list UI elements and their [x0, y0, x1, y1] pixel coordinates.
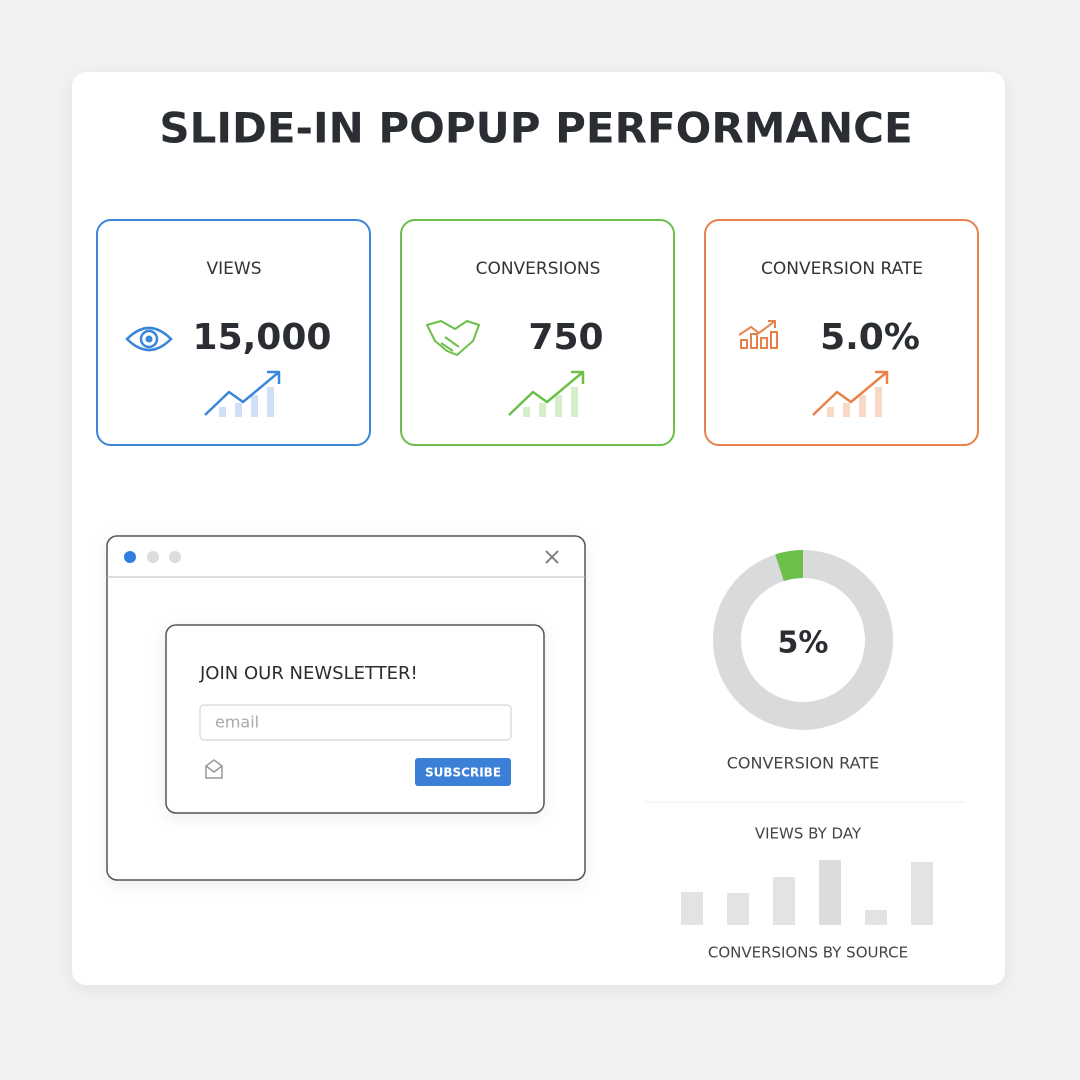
bar	[865, 910, 887, 925]
trend-bar	[875, 387, 882, 417]
trend-bar	[219, 407, 226, 417]
decorative-bars	[681, 860, 933, 925]
donut-arc	[713, 550, 893, 730]
bars-footer: CONVERSIONS BY SOURCE	[708, 944, 908, 962]
stat-label: CONVERSIONS	[476, 259, 601, 279]
bar-icon	[750, 333, 758, 349]
eye-icon	[125, 326, 173, 352]
dot	[147, 551, 159, 563]
bar	[727, 893, 749, 925]
bars-title: VIEWS BY DAY	[755, 825, 862, 843]
trend-bar	[859, 395, 866, 417]
trend-line	[508, 370, 585, 416]
stat-cards: VIEWS 15,000 CONVERSIONS 750 CONVERSION RATE…	[96, 219, 979, 446]
trend-bar	[267, 387, 274, 417]
title: SLIDE-IN POPUP PERFORMANCE	[159, 104, 912, 153]
close-icon[interactable]	[545, 550, 559, 564]
stat-card	[704, 219, 979, 446]
bar-icon	[770, 331, 778, 349]
donut-label: 5%	[778, 626, 829, 661]
email-placeholder: email	[215, 713, 259, 732]
donut-caption: CONVERSION RATE	[727, 754, 879, 773]
stat-label: VIEWS	[207, 259, 262, 279]
stat-card	[400, 219, 675, 446]
bar	[911, 862, 933, 925]
subscribe-button[interactable]	[415, 758, 511, 786]
bar	[773, 877, 795, 925]
dot	[169, 551, 181, 563]
bar-icon-arrow	[738, 320, 776, 336]
stat-value: 15,000	[193, 317, 332, 358]
eye-core	[145, 335, 153, 343]
trend-bar	[523, 407, 530, 417]
trend-line	[204, 370, 281, 416]
envelope-icon	[205, 759, 223, 779]
bar-icon	[740, 339, 748, 349]
subscribe-label: SUBSCRIBE	[425, 766, 501, 780]
trend-bar	[843, 403, 850, 417]
stat-card	[96, 219, 371, 446]
email-input[interactable]	[199, 704, 512, 741]
bar-icon	[760, 337, 768, 349]
stat-value: 5.0%	[820, 317, 920, 358]
trend-bar	[571, 387, 578, 417]
trend-bar	[539, 403, 546, 417]
stat-value: 750	[528, 317, 603, 358]
browser-window: JOIN OUR NEWSLETTER! email SUBSCRIBE	[106, 535, 586, 881]
eye-pupil	[139, 329, 159, 349]
popup-heading: JOIN OUR NEWSLETTER!	[199, 663, 418, 684]
trend-bar	[555, 395, 562, 417]
trend-bar	[827, 407, 834, 417]
trend-bar	[251, 395, 258, 417]
trend-line	[812, 370, 889, 416]
stat-label: CONVERSION RATE	[761, 259, 923, 279]
handshake-icon	[426, 320, 480, 356]
bar	[681, 892, 703, 925]
bar	[819, 860, 841, 925]
trend-bar	[235, 403, 242, 417]
dot	[124, 551, 136, 563]
